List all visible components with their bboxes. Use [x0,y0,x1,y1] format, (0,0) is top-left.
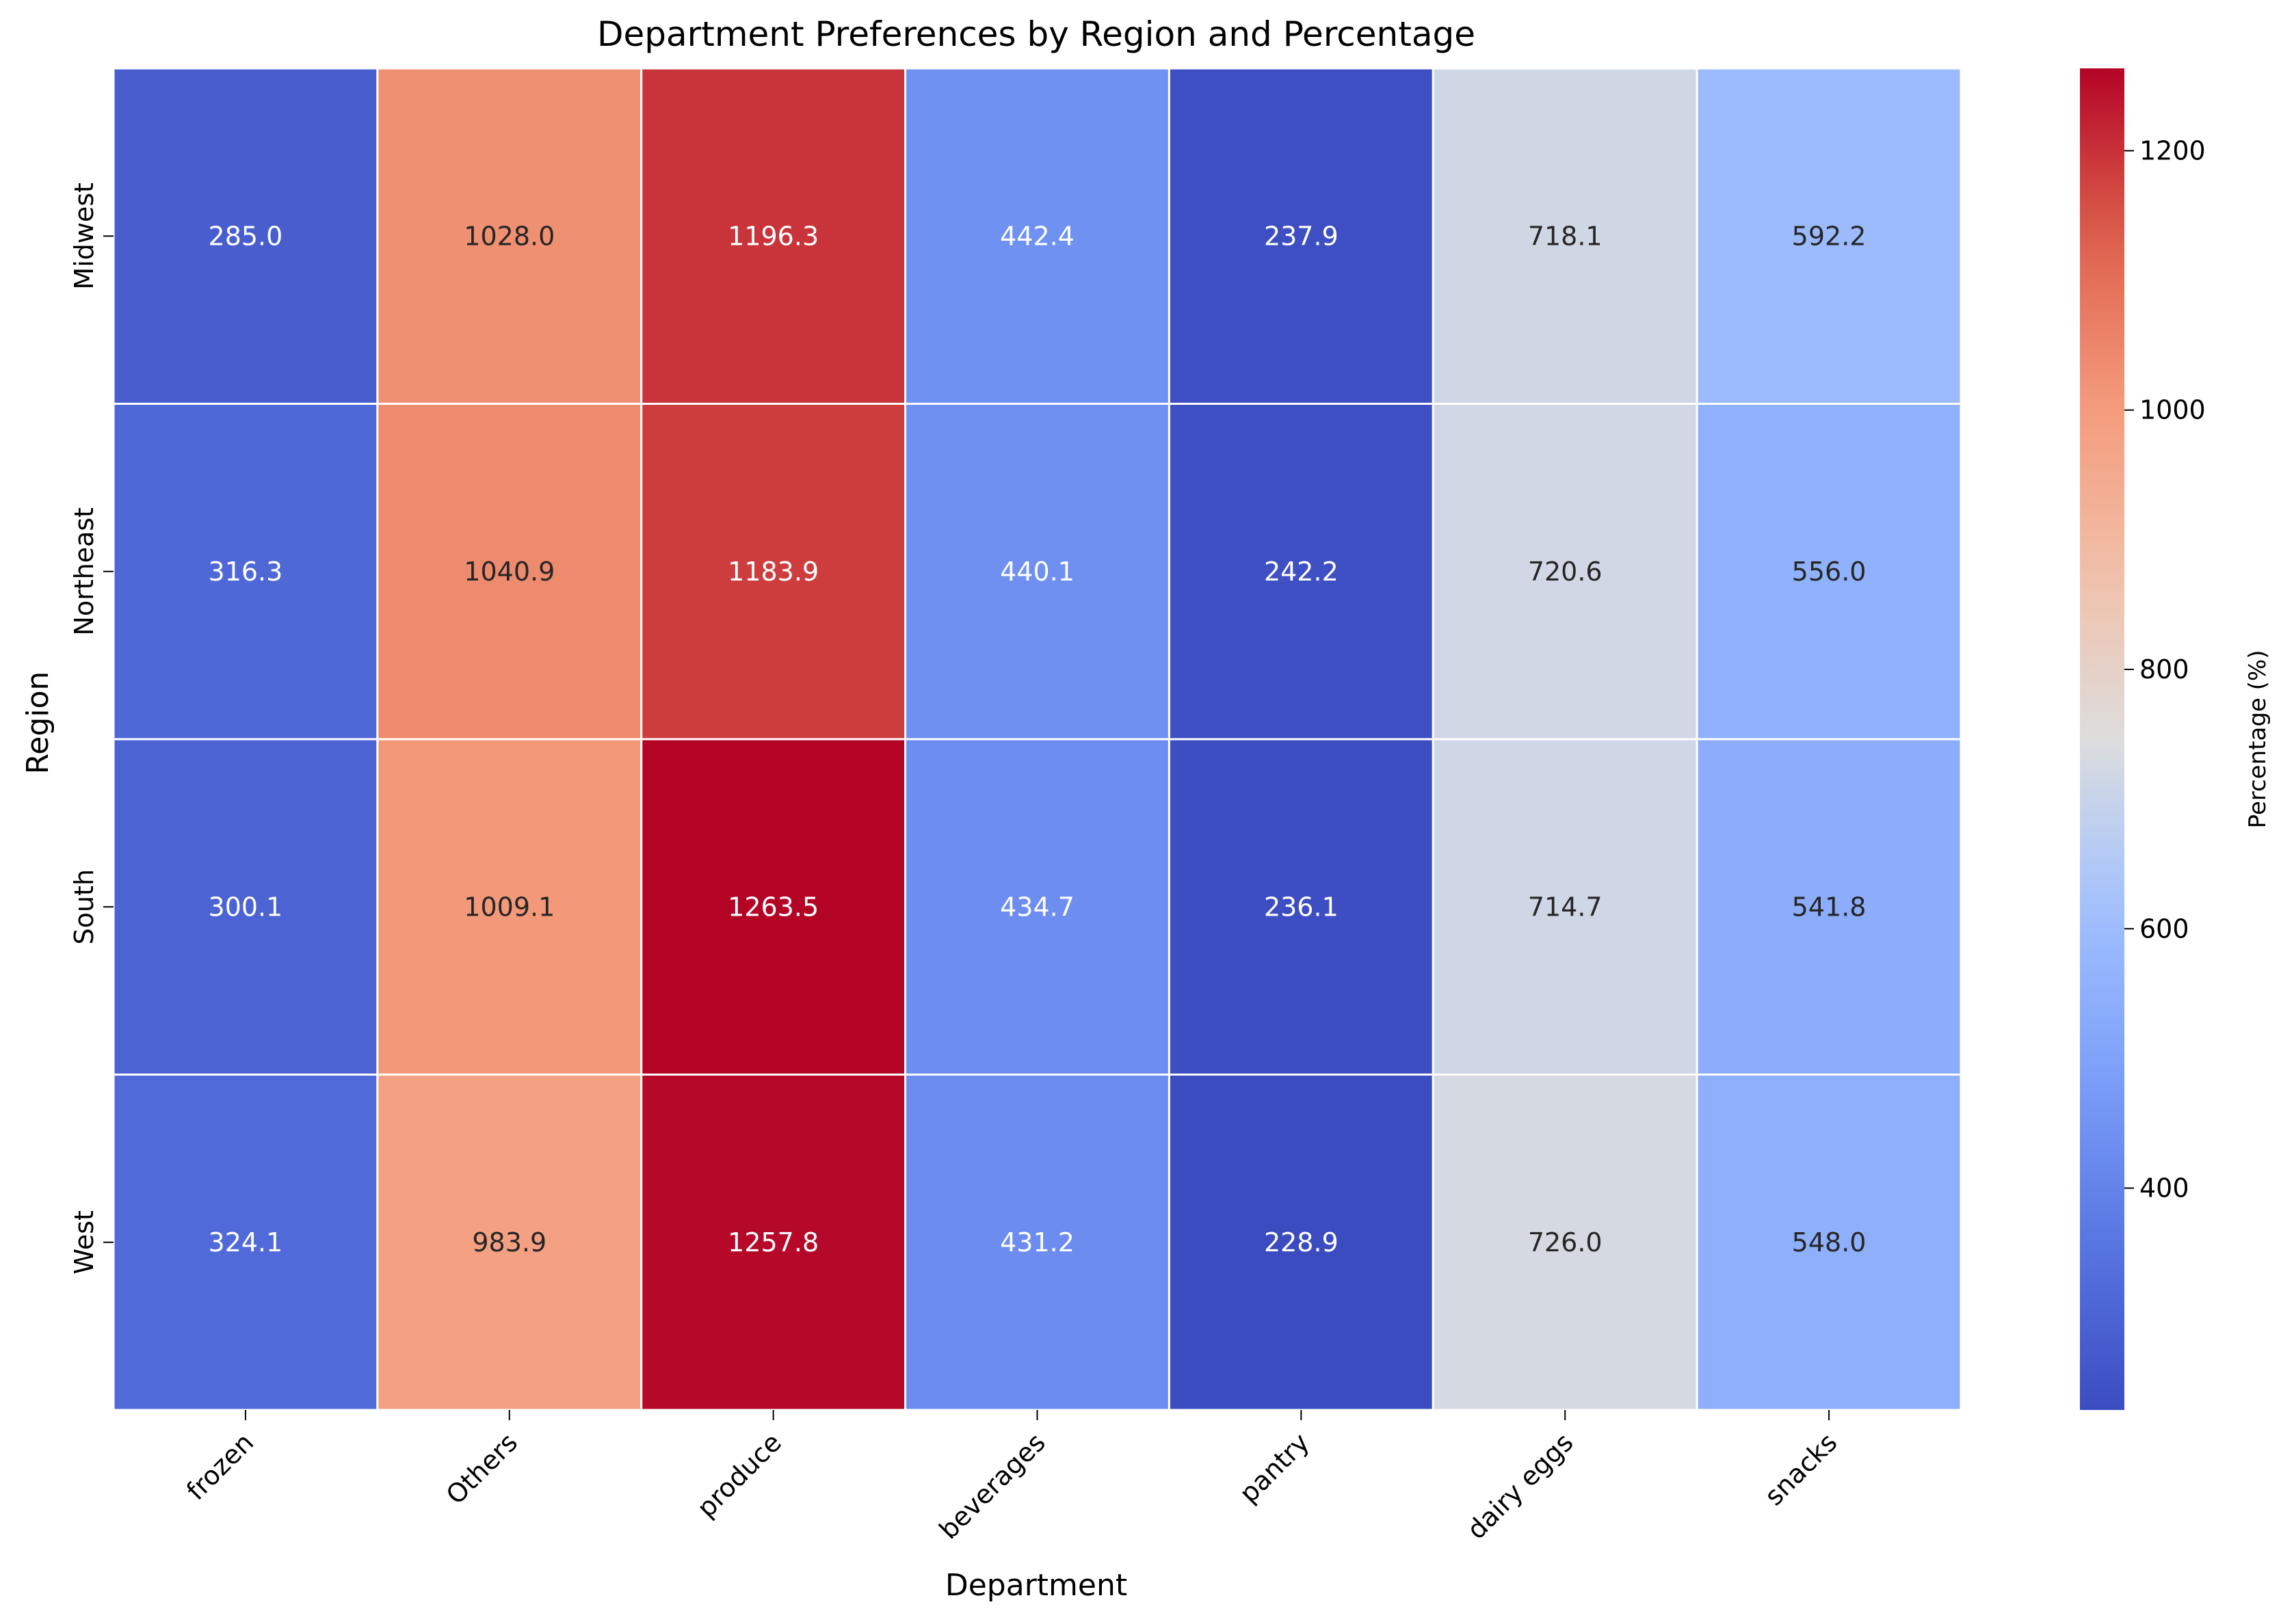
cell-value-label: 316.3 [209,557,283,587]
y-axis: Midwest Northeast South West [69,183,114,1274]
heatmap-cell [904,67,1170,405]
colorbar-tick-label: 1200 [2139,135,2206,165]
heatmap-cell [1696,1074,1962,1411]
colorbar-ticks: 400 600 800 1000 1200 [2124,135,2206,1203]
chart-title: Department Preferences by Region and Per… [597,14,1475,54]
heatmap-cell [1432,738,1698,1076]
y-tick-label: Northeast [69,507,99,636]
cell-value-label: 285.0 [209,221,283,251]
cell-value-label: 440.1 [1000,557,1075,587]
x-tick-label: beverages [934,1427,1051,1545]
x-axis: frozen Others produce beverages pantry dairy … [181,1410,1843,1545]
heatmap-cell [640,403,907,741]
heatmap-cell [640,67,907,405]
cell-value-label: 718.1 [1528,221,1603,251]
cell-value-label: 431.2 [1000,1227,1075,1257]
heatmap-cell [112,1074,379,1411]
cell-value-label: 541.8 [1792,892,1867,922]
x-axis-label: Department [945,1568,1127,1603]
x-tick-label: dairy eggs [1461,1427,1579,1545]
x-tick-label: pantry [1234,1427,1315,1508]
cell-value-label: 324.1 [209,1227,283,1257]
cell-value-label: 983.9 [472,1227,546,1257]
x-tick-label: Others [440,1427,523,1510]
heatmap-cell [1432,1074,1698,1411]
heatmap-cell [1696,738,1962,1076]
cell-value-label: 548.0 [1792,1227,1867,1257]
cell-value-label: 442.4 [1000,221,1075,251]
heatmap-cell [1696,67,1962,405]
cell-value-label: 1009.1 [464,892,555,922]
heatmap-cell [1168,67,1434,405]
heatmap-cell [1432,403,1698,741]
cell-value-label: 592.2 [1792,221,1867,251]
heatmap-cell [1168,403,1434,741]
y-tick-label: West [69,1210,99,1274]
heatmap-cell [904,738,1170,1076]
colorbar-tick-label: 1000 [2139,395,2206,425]
cell-value-label: 714.7 [1528,892,1603,922]
cell-value-label: 1183.9 [728,557,819,587]
x-tick-label: frozen [181,1427,259,1506]
heatmap-cell [112,67,379,405]
cell-value-label: 300.1 [209,892,283,922]
colorbar-label: Percentage (%) [2244,650,2271,829]
x-tick-label: snacks [1758,1427,1843,1511]
heatmap-cell [904,1074,1170,1411]
cell-value-label: 237.9 [1264,221,1339,251]
x-tick-label: produce [691,1427,787,1523]
cell-value-label: 726.0 [1528,1227,1603,1257]
heatmap-cells [112,67,1962,1411]
cell-value-label: 1040.9 [464,557,555,587]
heatmap-cell [112,738,379,1076]
y-tick-label: South [69,869,99,944]
cell-value-label: 556.0 [1792,557,1867,587]
cell-value-label: 1196.3 [728,221,819,251]
colorbar: 400 600 800 1000 1200 Percentage (%) [2080,68,2271,1410]
cell-value-label: 1257.8 [728,1227,819,1257]
cell-value-label: 1263.5 [728,892,819,922]
heatmap-cell [1168,738,1434,1076]
y-tick-label: Midwest [69,183,99,290]
colorbar-tick-label: 400 [2139,1173,2189,1203]
heatmap-cell [376,67,643,405]
heatmap-cell [640,738,907,1076]
cell-value-label: 434.7 [1000,892,1075,922]
colorbar-gradient [2080,68,2124,1410]
cell-value-label: 236.1 [1264,892,1339,922]
y-axis-label: Region [21,671,55,775]
cell-value-label: 720.6 [1528,557,1603,587]
heatmap-cell-labels: 285.0 1028.0 1196.3 442.4 237.9 718.1 592.2 316… [209,221,1867,1257]
cell-value-label: 1028.0 [464,221,555,251]
heatmap-cell [1696,403,1962,741]
heatmap-cell [376,1074,643,1411]
heatmap-cell [1432,67,1698,405]
colorbar-tick-label: 800 [2139,654,2189,684]
heatmap-cell [376,738,643,1076]
heatmap-cell [112,403,379,741]
cell-value-label: 242.2 [1264,557,1339,587]
cell-value-label: 228.9 [1264,1227,1339,1257]
colorbar-tick-label: 600 [2139,914,2189,944]
